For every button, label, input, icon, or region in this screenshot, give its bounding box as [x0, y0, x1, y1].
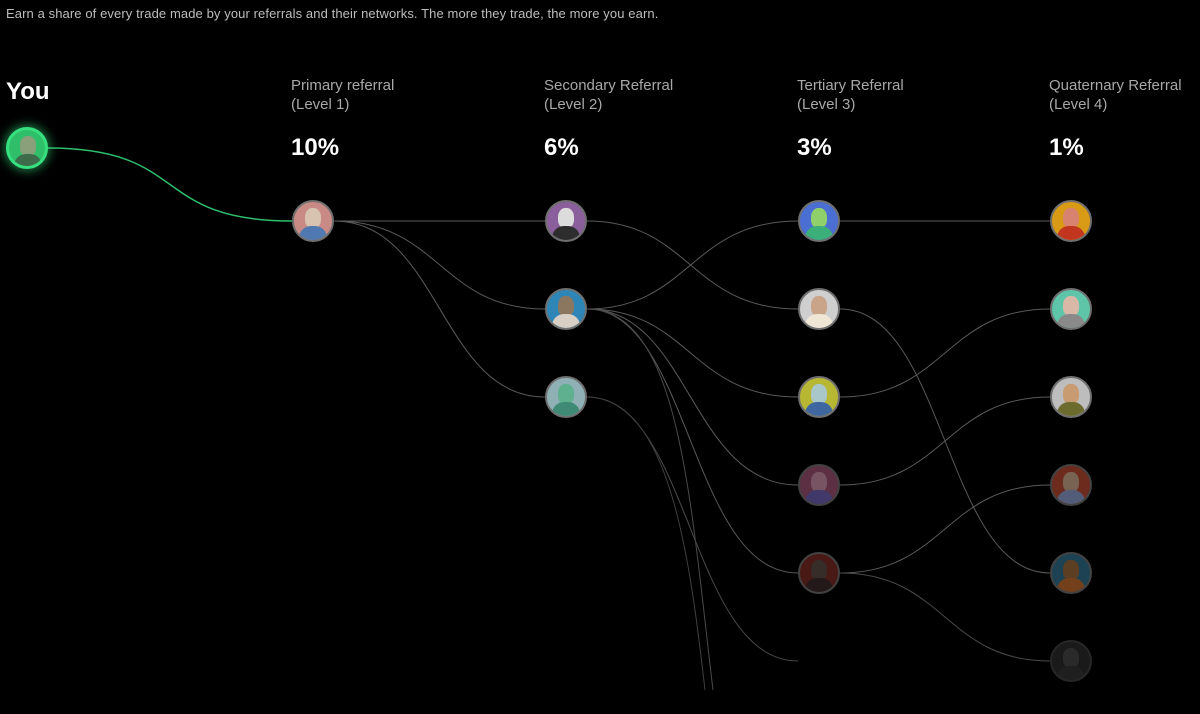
link-l3c-l4b	[839, 308, 1051, 398]
avatar-body	[805, 490, 833, 504]
avatar-body	[805, 226, 833, 240]
avatar-face	[1063, 296, 1079, 316]
avatar-body	[1057, 226, 1085, 240]
avatar-face	[811, 560, 827, 580]
avatar-body	[1057, 666, 1085, 680]
link-l2b-l3c	[586, 308, 799, 398]
level-4-percent: 1%	[1049, 134, 1084, 161]
referral-avatar-l3-5[interactable]	[798, 552, 840, 594]
link-l2b-l3d	[586, 308, 799, 486]
avatar-face	[558, 384, 574, 404]
you-avatar[interactable]	[6, 127, 48, 169]
level-2-percent: 6%	[544, 134, 579, 161]
avatar-body	[1057, 402, 1085, 416]
level-4-sub: (Level 4)	[1049, 96, 1108, 113]
avatar-face	[1063, 208, 1079, 228]
level-1-percent: 10%	[291, 134, 340, 161]
avatar-body	[805, 402, 833, 416]
avatar-body	[1057, 314, 1085, 328]
level-1-header: Primary referral (Level 1)	[291, 76, 451, 114]
avatar-body	[552, 314, 580, 328]
level-2-header: Secondary Referral (Level 2)	[544, 76, 704, 114]
link-l2c-l3-bottom	[586, 396, 799, 662]
avatar-body	[1057, 490, 1085, 504]
link-l2c-offscreen	[586, 396, 706, 691]
referral-avatar-l4-5[interactable]	[1050, 552, 1092, 594]
avatar-face	[1063, 384, 1079, 404]
avatar-face	[20, 136, 36, 156]
link-you-l1a	[47, 147, 293, 222]
level-2-name: Secondary Referral	[544, 77, 674, 94]
avatar-body	[805, 314, 833, 328]
level-3-sub: (Level 3)	[797, 96, 856, 113]
referral-avatar-l4-6[interactable]	[1050, 640, 1092, 682]
link-l3e-l4d	[839, 484, 1051, 574]
avatar-face	[1063, 648, 1079, 668]
level-3-percent: 3%	[797, 134, 832, 161]
avatar-face	[558, 296, 574, 316]
link-l2a-l3b	[586, 220, 799, 310]
level-2-sub: (Level 2)	[544, 96, 603, 113]
referral-avatar-l4-1[interactable]	[1050, 200, 1092, 242]
level-4-name: Quaternary Referral	[1049, 77, 1182, 94]
link-l2b-offscreen	[586, 308, 714, 691]
referral-avatar-l4-2[interactable]	[1050, 288, 1092, 330]
link-l3e-l4f	[839, 572, 1051, 662]
referral-avatar-l3-4[interactable]	[798, 464, 840, 506]
avatar-face	[305, 208, 321, 228]
referral-avatar-l2-3[interactable]	[545, 376, 587, 418]
level-4-header: Quaternary Referral (Level 4)	[1049, 76, 1200, 114]
avatar-face	[811, 296, 827, 316]
level-1-name: Primary referral	[291, 77, 395, 94]
avatar-body	[299, 226, 327, 240]
avatar-body	[1057, 578, 1085, 592]
referral-avatar-l4-4[interactable]	[1050, 464, 1092, 506]
avatar-face	[811, 384, 827, 404]
referral-avatar-l3-2[interactable]	[798, 288, 840, 330]
referral-avatar-l2-1[interactable]	[545, 200, 587, 242]
avatar-face	[558, 208, 574, 228]
avatar-face	[1063, 472, 1079, 492]
link-l1a-l2c	[333, 220, 546, 398]
referral-avatar-l3-3[interactable]	[798, 376, 840, 418]
avatar-face	[1063, 560, 1079, 580]
avatar-face	[811, 472, 827, 492]
avatar-face	[811, 208, 827, 228]
link-l2b-l3e	[586, 308, 799, 574]
avatar-body	[805, 578, 833, 592]
level-3-header: Tertiary Referral (Level 3)	[797, 76, 957, 114]
referral-avatar-l2-2[interactable]	[545, 288, 587, 330]
referral-avatar-l1-1[interactable]	[292, 200, 334, 242]
you-label: You	[6, 78, 50, 105]
level-3-name: Tertiary Referral	[797, 77, 904, 94]
link-l1a-l2b	[333, 220, 546, 310]
referral-avatar-l3-1[interactable]	[798, 200, 840, 242]
link-l3d-l4c	[839, 396, 1051, 486]
avatar-body	[552, 226, 580, 240]
link-l2b-l3a	[586, 220, 799, 310]
avatar-body	[14, 154, 42, 166]
avatar-body	[552, 402, 580, 416]
intro-text: Earn a share of every trade made by your…	[6, 6, 659, 21]
referral-avatar-l4-3[interactable]	[1050, 376, 1092, 418]
level-1-sub: (Level 1)	[291, 96, 350, 113]
